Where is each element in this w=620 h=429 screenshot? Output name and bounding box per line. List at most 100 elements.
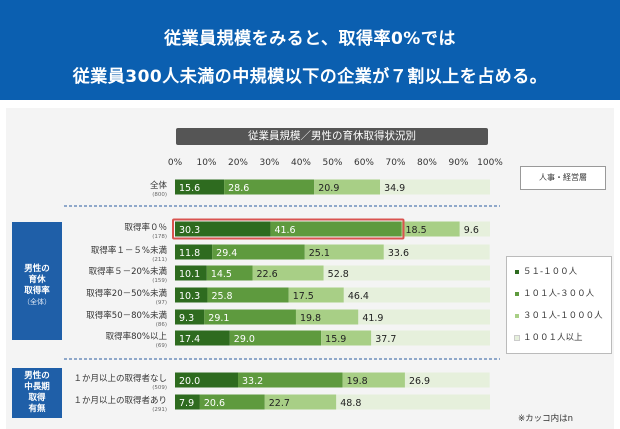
row-n-label: (86) xyxy=(156,322,167,328)
data-label: 25.1 xyxy=(309,248,330,259)
bar-segment xyxy=(336,394,490,410)
legend-swatch xyxy=(515,291,519,296)
side-label-line: 有無 xyxy=(28,404,46,414)
data-label: 14.5 xyxy=(211,269,232,280)
x-tick-label: 50% xyxy=(322,158,342,168)
x-tick-label: 30% xyxy=(259,158,279,168)
x-tick-label: 40% xyxy=(291,158,311,168)
data-label: 9.3 xyxy=(179,313,194,324)
data-label: 29.0 xyxy=(234,334,255,345)
data-label: 9.6 xyxy=(464,225,479,236)
bar-segment xyxy=(238,372,343,388)
bar-segment xyxy=(323,265,490,281)
data-label: 20.9 xyxy=(318,183,339,194)
legend-label: ３０１人-１０００人 xyxy=(523,311,603,321)
legend-item: ５１-１００人 xyxy=(515,265,577,277)
data-label: 20.6 xyxy=(204,398,225,409)
bar-segment xyxy=(175,309,205,325)
row-n-label: (178) xyxy=(152,234,167,240)
bar-segment xyxy=(404,372,490,388)
bar-segment xyxy=(229,330,322,346)
row-n-label: (159) xyxy=(152,278,167,284)
data-label: 17.4 xyxy=(179,334,200,345)
data-label: 41.9 xyxy=(362,313,383,324)
x-tick-label: 70% xyxy=(385,158,405,168)
chart-legend: ５１-１００人 １０１人-３００人 ３０１人-１０００人 １００１人以上 xyxy=(506,256,612,354)
x-tick-label: 20% xyxy=(228,158,248,168)
chart-title: 従業員規模／男性の育休取得状況別 xyxy=(176,128,488,145)
side-label-subline: （全体） xyxy=(23,298,51,306)
bar-segment xyxy=(358,309,490,325)
row-n-label: (97) xyxy=(156,300,167,306)
data-label: 11.8 xyxy=(179,248,200,259)
side-label-acquisition-rate: 男性の 育休 取得率 （全体） xyxy=(12,222,62,340)
data-label: 22.7 xyxy=(269,398,290,409)
row-n-label: (509) xyxy=(152,385,167,391)
x-tick-label: 80% xyxy=(417,158,437,168)
bar-segment xyxy=(343,287,490,303)
data-label: 17.5 xyxy=(293,291,314,302)
footnote: ※カッコ内はn xyxy=(518,414,574,424)
header-line-2: 従業員300人未満の中規模以下の企業が７割以上を占める。 xyxy=(72,67,548,87)
row-n-label: (69) xyxy=(156,343,167,349)
data-label: 46.4 xyxy=(348,291,369,302)
data-label: 48.8 xyxy=(340,398,361,409)
data-label: 10.3 xyxy=(179,291,200,302)
data-label: 41.6 xyxy=(274,225,295,236)
bar-segment xyxy=(206,265,253,281)
bar-segment xyxy=(199,394,265,410)
header-banner: 従業員規模をみると、取得率0%では 従業員300人未満の中規模以下の企業が７割以… xyxy=(0,0,620,100)
data-label: 20.0 xyxy=(179,376,200,387)
legend-item: １０１人-３００人 xyxy=(515,287,594,299)
x-tick-label: 60% xyxy=(354,158,374,168)
bar-segment xyxy=(175,244,213,260)
legend-label: １０１人-３００人 xyxy=(523,289,595,299)
bar-segment xyxy=(175,179,225,195)
row-n-label: (291) xyxy=(152,407,167,413)
data-label: 33.2 xyxy=(242,376,263,387)
bar-segment xyxy=(304,244,384,260)
bar-segment xyxy=(380,179,490,195)
legend-swatch xyxy=(515,313,519,318)
bar-segment xyxy=(264,394,337,410)
x-tick-label: 90% xyxy=(448,158,468,168)
bar-segment xyxy=(371,330,490,346)
legend-item: ３０１人-１０００人 xyxy=(515,309,603,321)
bar-segment xyxy=(321,330,372,346)
bar-segment xyxy=(175,287,208,303)
side-label-long-term: 男性の 中長期 取得 有無 xyxy=(12,368,62,418)
row-label: 取得率80%以上 xyxy=(106,331,168,342)
data-label: 25.8 xyxy=(211,291,232,302)
data-label: 30.3 xyxy=(179,225,200,236)
row-label: 取得率５－20%未満 xyxy=(89,266,168,277)
bar-segment xyxy=(212,244,305,260)
bar-segment xyxy=(252,265,324,281)
row-n-label: (800) xyxy=(152,192,167,198)
data-label: 34.9 xyxy=(384,183,405,194)
bar-segment xyxy=(342,372,405,388)
data-label: 26.9 xyxy=(409,376,430,387)
bar-segment xyxy=(175,265,207,281)
side-label-line: 男性の xyxy=(24,371,50,381)
data-label: 18.5 xyxy=(405,225,426,236)
data-label: 29.1 xyxy=(208,313,229,324)
bar-segment xyxy=(401,221,460,237)
respondent-note: 人事・経営層 xyxy=(520,166,606,190)
bar-segment xyxy=(175,330,230,346)
legend-label: ５１-１００人 xyxy=(523,267,578,277)
data-label: 15.9 xyxy=(325,334,346,345)
header-line-1: 従業員規模をみると、取得率0%では xyxy=(164,29,456,49)
data-label: 19.8 xyxy=(347,376,368,387)
bar-segment xyxy=(383,244,490,260)
bar-segment xyxy=(204,309,296,325)
data-label: 22.6 xyxy=(256,269,277,280)
side-label-line: 中長期 xyxy=(24,382,50,392)
side-label-line: 育休 xyxy=(28,275,46,285)
data-label: 7.9 xyxy=(179,398,194,409)
bar-segment xyxy=(314,179,381,195)
legend-label: １００１人以上 xyxy=(523,333,583,343)
bar-segment xyxy=(175,221,271,237)
bar-segment xyxy=(207,287,289,303)
row-label: １か月以上の取得者なし xyxy=(73,373,167,384)
side-label-line: 取得 xyxy=(28,393,46,403)
